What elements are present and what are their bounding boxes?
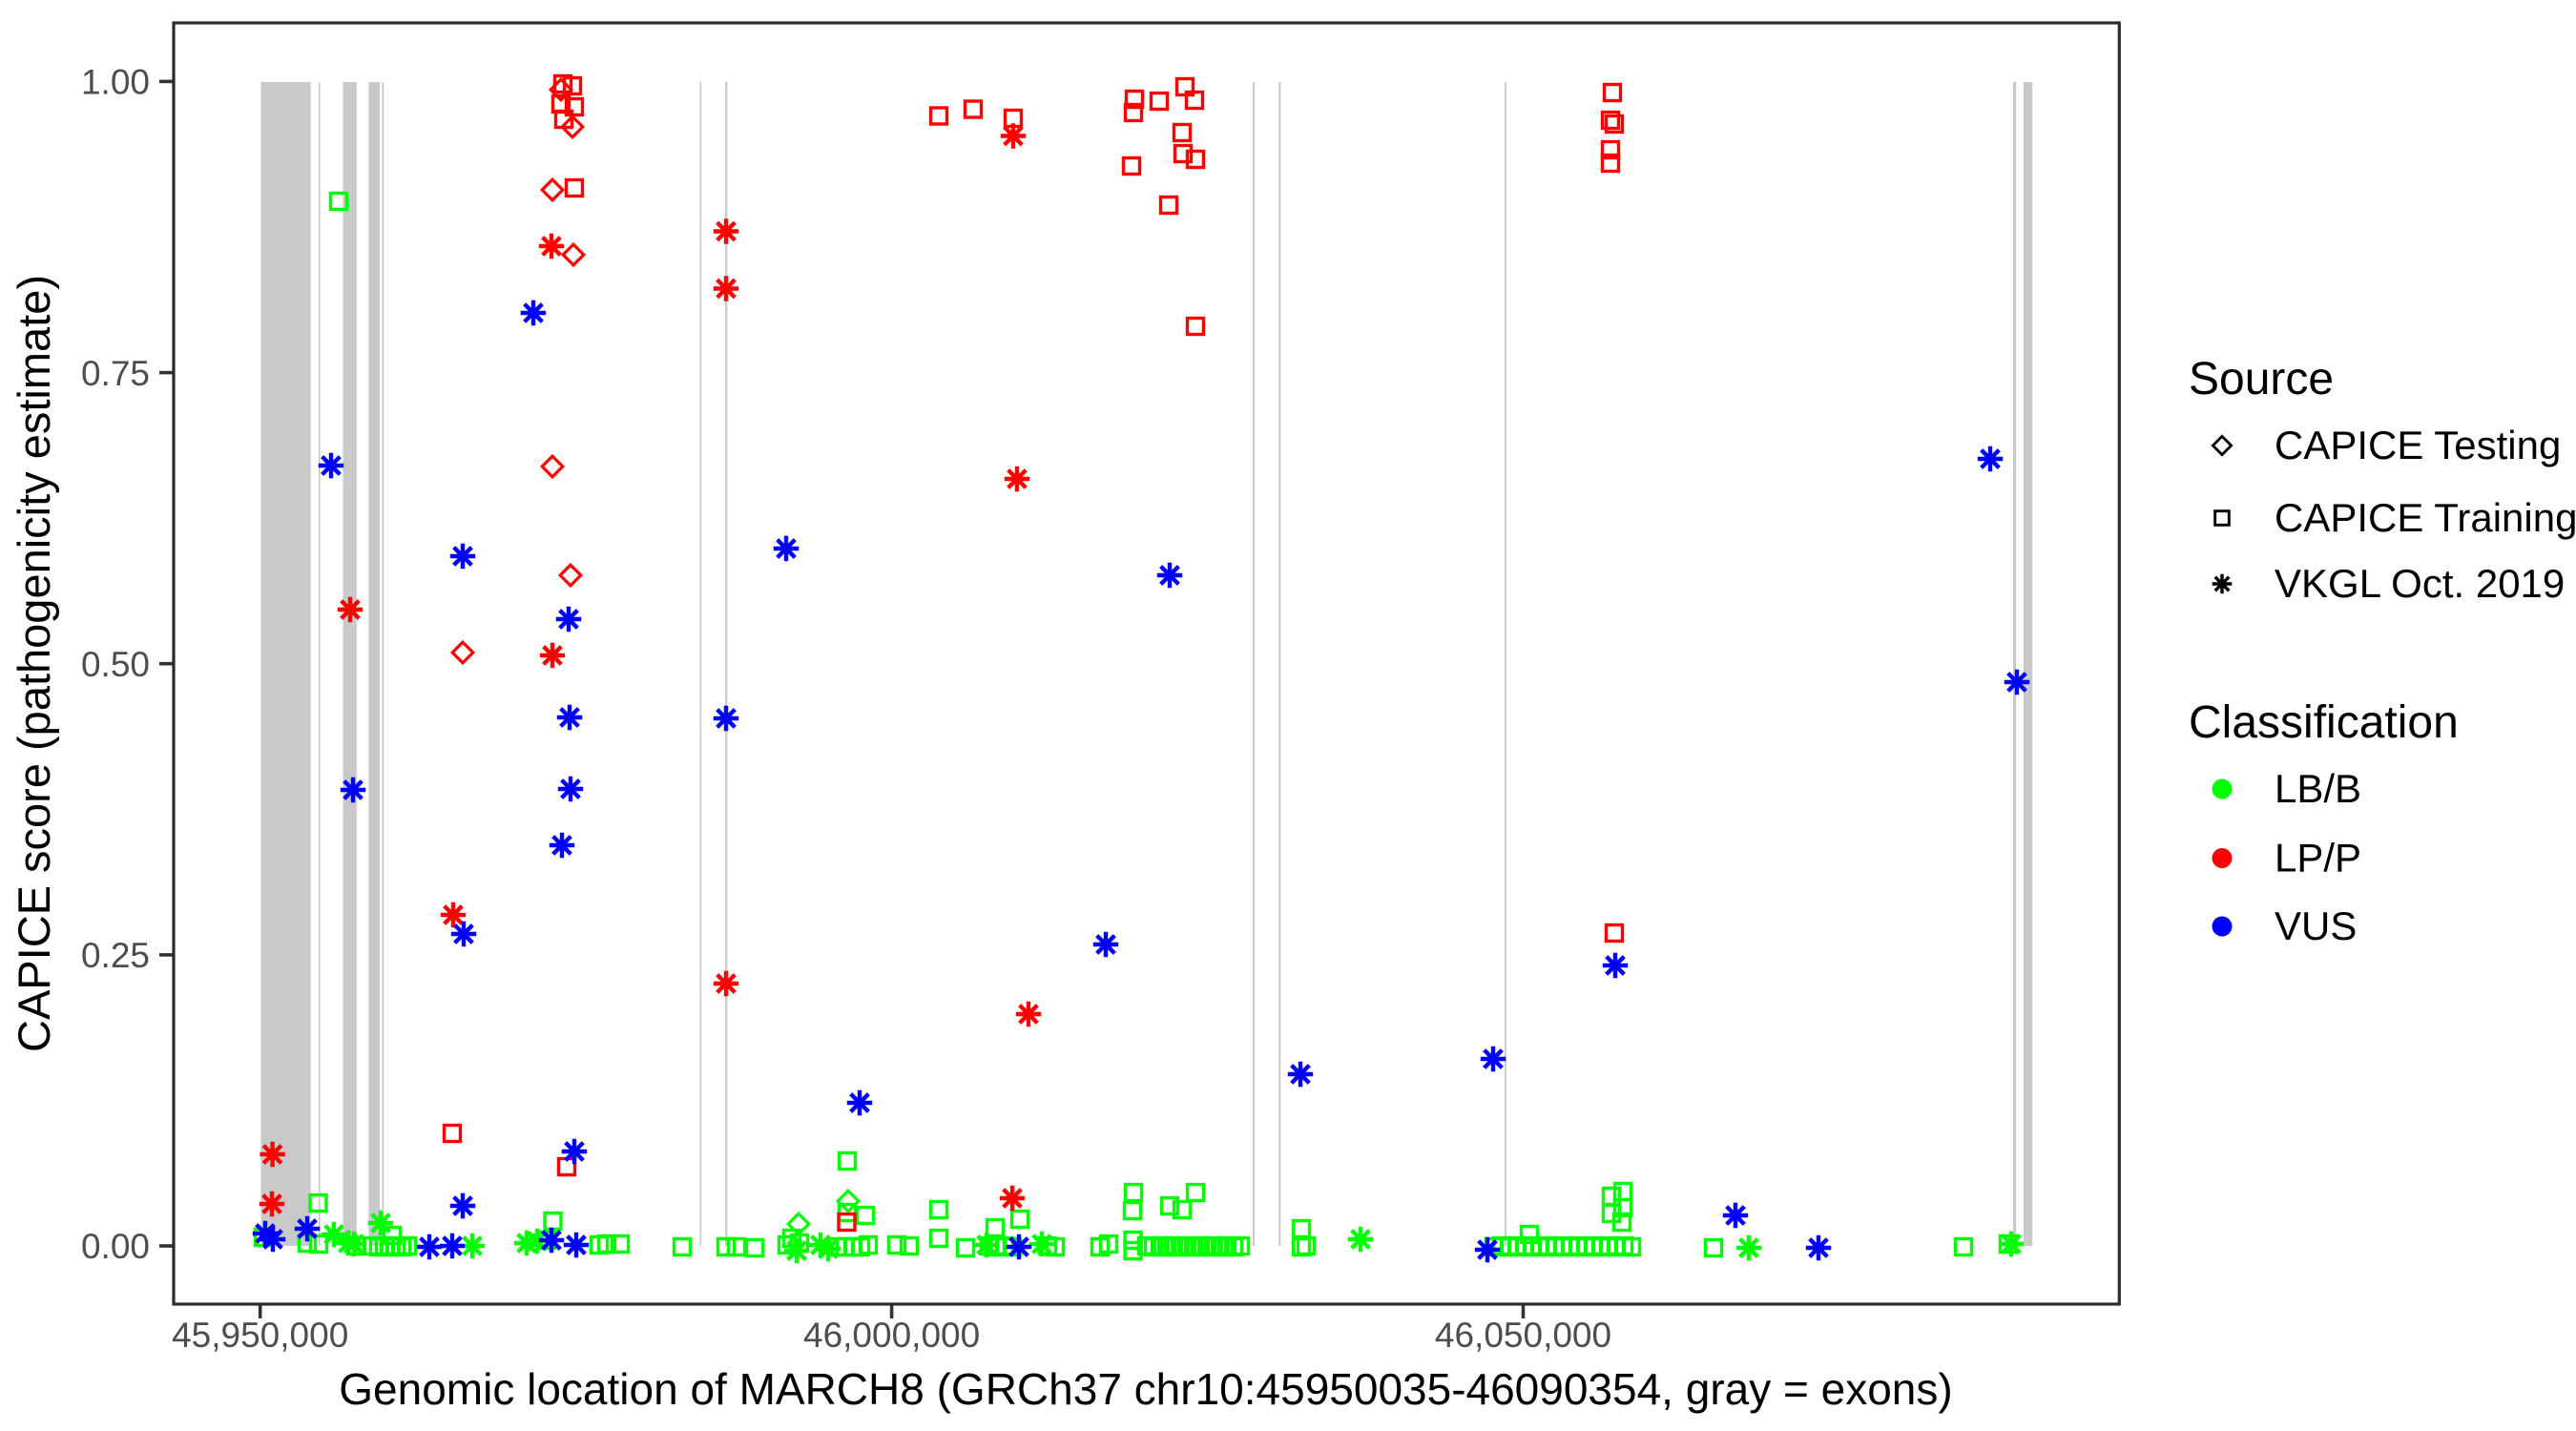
svg-text:46,050,000: 46,050,000: [1435, 1316, 1611, 1355]
svg-text:0.00: 0.00: [81, 1227, 150, 1266]
svg-text:0.75: 0.75: [81, 354, 150, 393]
svg-text:Source: Source: [2189, 354, 2334, 404]
svg-text:VKGL Oct. 2019: VKGL Oct. 2019: [2275, 561, 2565, 606]
svg-text:45,950,000: 45,950,000: [172, 1316, 348, 1355]
svg-text:46,000,000: 46,000,000: [803, 1316, 980, 1355]
svg-text:Genomic location of MARCH8 (GR: Genomic location of MARCH8 (GRCh37 chr10…: [339, 1364, 1952, 1414]
svg-text:LB/B: LB/B: [2275, 766, 2361, 811]
svg-text:Classification: Classification: [2189, 697, 2459, 748]
svg-text:CAPICE Training: CAPICE Training: [2275, 495, 2576, 540]
svg-text:0.50: 0.50: [81, 645, 150, 684]
svg-text:LP/P: LP/P: [2275, 836, 2361, 881]
svg-text:CAPICE Testing: CAPICE Testing: [2275, 423, 2561, 467]
svg-text:0.25: 0.25: [81, 936, 150, 975]
svg-text:CAPICE score (pathogenicity es: CAPICE score (pathogenicity estimate): [9, 275, 59, 1052]
svg-text:1.00: 1.00: [81, 63, 150, 102]
svg-text:VUS: VUS: [2275, 903, 2357, 948]
